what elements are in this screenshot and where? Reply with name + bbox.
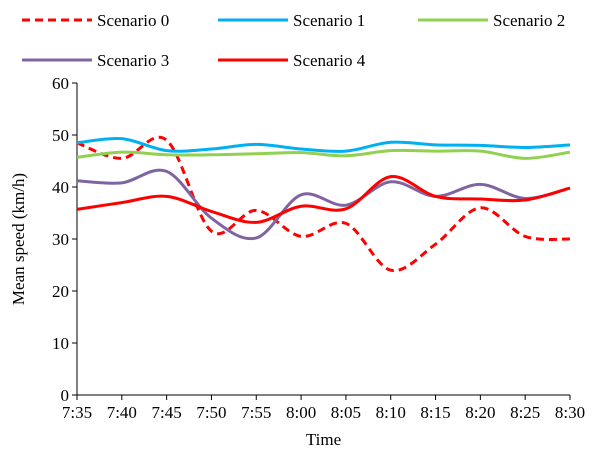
legend-label-scenario-0: Scenario 0 (97, 11, 169, 30)
x-axis-title: Time (306, 430, 341, 449)
x-tick-label: 8:15 (420, 403, 450, 422)
x-tick-label: 8:05 (331, 403, 361, 422)
y-tick-label: 60 (52, 74, 69, 93)
y-tick-label: 40 (52, 178, 69, 197)
legend-label-scenario-1: Scenario 1 (293, 11, 365, 30)
series-line-scenario-3 (76, 168, 571, 241)
y-tick-label: 0 (61, 386, 70, 405)
legend: Scenario 0 Scenario 1 Scenario 2 Scenario 3… (22, 11, 565, 70)
x-tick-label: 8:20 (465, 403, 495, 422)
tick-labels: 0 10 20 30 40 50 60 7:35 7:40 7:45 7:50 7:55 8:00 8:0… (52, 74, 585, 422)
x-tick-label: 7:35 (62, 403, 92, 422)
plot-area (76, 136, 571, 273)
x-tick-label: 8:10 (376, 403, 406, 422)
legend-label-scenario-3: Scenario 3 (97, 51, 169, 70)
y-tick-label: 30 (52, 230, 69, 249)
x-tick-label: 8:25 (510, 403, 540, 422)
series-line-scenario-1 (76, 136, 571, 153)
y-axis-title: Mean speed (km/h) (9, 173, 28, 305)
y-tick-label: 50 (52, 126, 69, 145)
legend-label-scenario-4: Scenario 4 (293, 51, 366, 70)
x-tick-label: 7:50 (196, 403, 226, 422)
series-line-scenario-0 (76, 136, 571, 273)
x-tick-label: 8:00 (286, 403, 316, 422)
x-tick-label: 8:30 (555, 403, 585, 422)
y-tick-label: 10 (52, 334, 69, 353)
x-tick-label: 7:40 (107, 403, 137, 422)
y-tick-label: 20 (52, 282, 69, 301)
x-tick-label: 7:55 (241, 403, 271, 422)
legend-label-scenario-2: Scenario 2 (493, 11, 565, 30)
x-tick-label: 7:45 (152, 403, 182, 422)
series-line-scenario-2 (76, 148, 571, 160)
series-line-scenario-4 (76, 175, 571, 224)
axes (72, 82, 571, 400)
